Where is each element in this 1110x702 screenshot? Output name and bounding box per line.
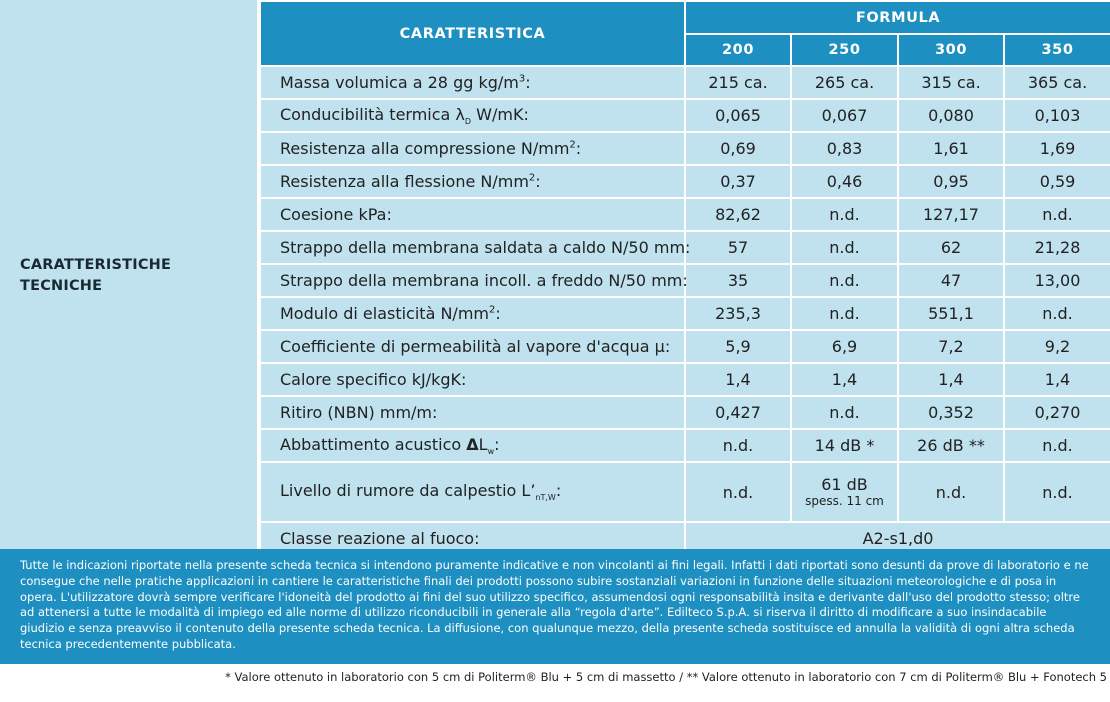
value-cell: 9,2 bbox=[1002, 329, 1110, 364]
value-cell: 5,9 bbox=[684, 329, 792, 364]
value-cell: 315 ca. bbox=[897, 65, 1005, 100]
header-formula: FORMULA bbox=[683, 0, 1110, 35]
table-row: Conducibilità termica λD W/mK: 0,065 0,0… bbox=[259, 98, 1110, 133]
value-cell: 0,83 bbox=[790, 131, 899, 166]
property-label: Strappo della membrana incoll. a freddo … bbox=[259, 263, 688, 298]
value-cell: 0,46 bbox=[790, 164, 899, 199]
value-cell: 35 bbox=[684, 263, 792, 298]
table-row: Calore specifico kJ/kgK: 1,4 1,4 1,4 1,4 bbox=[259, 362, 1110, 397]
property-label: Coefficiente di permeabilità al vapore d… bbox=[259, 329, 686, 364]
value-cell: 365 ca. bbox=[1002, 65, 1110, 100]
technical-data-sheet: CARATTERISTICHE TECNICHE CARATTERISTICA … bbox=[0, 0, 1110, 556]
value-cell: 0,352 bbox=[897, 395, 1005, 430]
value-cell: n.d. bbox=[790, 395, 899, 430]
value-cell: 61 dB spess. 11 cm bbox=[790, 461, 899, 523]
header-formula-200: 200 bbox=[684, 33, 792, 67]
value-cell: 0,080 bbox=[897, 98, 1005, 133]
value-cell: 215 ca. bbox=[684, 65, 792, 100]
value-cell: 14 dB * bbox=[790, 428, 899, 463]
property-label: Ritiro (NBN) mm/m: bbox=[259, 395, 686, 430]
section-label-cell: CARATTERISTICHE TECNICHE bbox=[0, 0, 259, 549]
table-row: Abbattimento acustico ΔLw: n.d. 14 dB * … bbox=[259, 428, 1110, 463]
value-cell: n.d. bbox=[1002, 428, 1110, 463]
property-label: Conducibilità termica λD W/mK: bbox=[259, 98, 686, 133]
header-formula-300: 300 bbox=[897, 33, 1005, 67]
value-cell: 21,28 bbox=[1002, 230, 1110, 265]
property-label: Modulo di elasticità N/mm2: bbox=[259, 296, 686, 331]
value-cell: 47 bbox=[897, 263, 1005, 298]
table-row: Coefficiente di permeabilità al vapore d… bbox=[259, 329, 1110, 364]
value-cell: 1,4 bbox=[1002, 362, 1110, 397]
value-cell: n.d. bbox=[790, 296, 899, 331]
header-caratteristica: CARATTERISTICA bbox=[259, 0, 686, 67]
table-row: Modulo di elasticità N/mm2: 235,3 n.d. 5… bbox=[259, 296, 1110, 331]
value-cell: 62 bbox=[897, 230, 1005, 265]
value-note: spess. 11 cm bbox=[805, 494, 884, 508]
value-cell: 0,59 bbox=[1002, 164, 1110, 199]
value-cell: n.d. bbox=[684, 461, 792, 523]
property-label: Massa volumica a 28 gg kg/m3: bbox=[259, 65, 686, 100]
value-cell: 1,4 bbox=[897, 362, 1005, 397]
value-cell: n.d. bbox=[1002, 197, 1110, 232]
table-row: Livello di rumore da calpestio L’nT,W: n… bbox=[259, 461, 1110, 523]
value-main: 61 dB bbox=[821, 475, 868, 494]
value-cell: n.d. bbox=[1002, 296, 1110, 331]
table-row: Massa volumica a 28 gg kg/m3: 215 ca. 26… bbox=[259, 65, 1110, 100]
table-row: Resistenza alla flessione N/mm2: 0,37 0,… bbox=[259, 164, 1110, 199]
value-cell: n.d. bbox=[790, 230, 899, 265]
value-cell: 0,065 bbox=[684, 98, 792, 133]
property-label: Resistenza alla compressione N/mm2: bbox=[259, 131, 686, 166]
section-label: CARATTERISTICHE TECNICHE bbox=[20, 255, 171, 297]
value-cell: 235,3 bbox=[684, 296, 792, 331]
section-label-line: CARATTERISTICHE bbox=[20, 257, 172, 273]
value-cell: 13,00 bbox=[1002, 263, 1110, 298]
value-cell: 7,2 bbox=[897, 329, 1005, 364]
value-cell: 0,427 bbox=[684, 395, 792, 430]
value-cell: 82,62 bbox=[684, 197, 792, 232]
value-cell: 6,9 bbox=[790, 329, 899, 364]
property-label: Abbattimento acustico ΔLw: bbox=[259, 428, 686, 463]
value-cell: n.d. bbox=[684, 428, 792, 463]
value-cell: 1,69 bbox=[1002, 131, 1110, 166]
header-formula-350: 350 bbox=[1002, 33, 1110, 67]
value-cell: 26 dB ** bbox=[897, 428, 1005, 463]
disclaimer-text: Tutte le indicazioni riportate nella pre… bbox=[20, 558, 1089, 651]
property-label: Resistenza alla flessione N/mm2: bbox=[259, 164, 686, 199]
value-cell: 265 ca. bbox=[790, 65, 899, 100]
value-cell: 0,95 bbox=[897, 164, 1005, 199]
value-cell: 0,067 bbox=[790, 98, 899, 133]
property-label: Coesione kPa: bbox=[259, 197, 686, 232]
value-cell: 127,17 bbox=[897, 197, 1005, 232]
value-cell: 551,1 bbox=[897, 296, 1005, 331]
property-label: Livello di rumore da calpestio L’nT,W: bbox=[259, 461, 686, 523]
value-cell: n.d. bbox=[790, 197, 899, 232]
value-cell: n.d. bbox=[790, 263, 899, 298]
disclaimer-box: Tutte le indicazioni riportate nella pre… bbox=[0, 549, 1110, 664]
header-formula-250: 250 bbox=[790, 33, 899, 67]
value-cell: 1,4 bbox=[684, 362, 792, 397]
table-row: Strappo della membrana saldata a caldo N… bbox=[259, 230, 1110, 265]
table-row: Strappo della membrana incoll. a freddo … bbox=[259, 263, 1110, 298]
value-cell: 0,37 bbox=[684, 164, 792, 199]
property-label: Strappo della membrana saldata a caldo N… bbox=[259, 230, 690, 265]
property-label: Calore specifico kJ/kgK: bbox=[259, 362, 686, 397]
value-cell: n.d. bbox=[1002, 461, 1110, 523]
table-row: Resistenza alla compressione N/mm2: 0,69… bbox=[259, 131, 1110, 166]
table-row: Coesione kPa: 82,62 n.d. 127,17 n.d. bbox=[259, 197, 1110, 232]
value-cell: 1,61 bbox=[897, 131, 1005, 166]
value-cell: 0,69 bbox=[684, 131, 792, 166]
footnote: * Valore ottenuto in laboratorio con 5 c… bbox=[225, 670, 1107, 684]
section-label-line: TECNICHE bbox=[20, 278, 103, 294]
table-row: Ritiro (NBN) mm/m: 0,427 n.d. 0,352 0,27… bbox=[259, 395, 1110, 430]
value-cell: 0,270 bbox=[1002, 395, 1110, 430]
value-cell: n.d. bbox=[897, 461, 1005, 523]
value-cell: 1,4 bbox=[790, 362, 899, 397]
value-cell: 57 bbox=[684, 230, 792, 265]
characteristics-table: CARATTERISTICA FORMULA 200 250 300 350 M… bbox=[259, 0, 1110, 556]
value-cell: 0,103 bbox=[1002, 98, 1110, 133]
